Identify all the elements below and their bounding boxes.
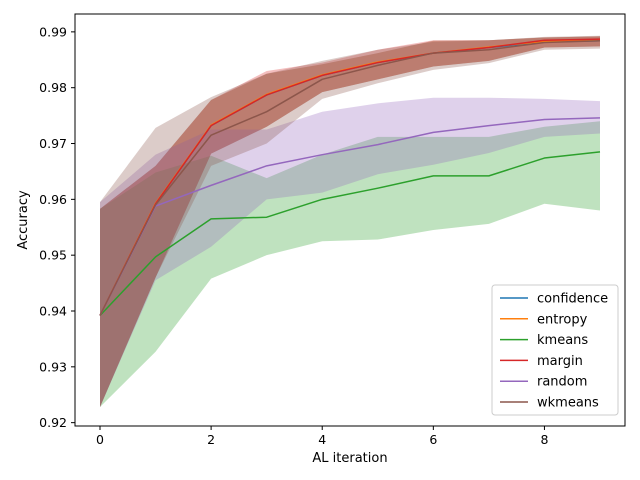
legend-label-wkmeans: wkmeans [537,396,599,411]
legend-label-kmeans: kmeans [537,333,588,348]
y-tick-label: 0.95 [39,248,67,263]
y-tick-label: 0.98 [39,80,67,95]
y-axis-label: Accuracy [16,190,31,250]
x-tick-label: 0 [96,432,104,447]
legend-label-confidence: confidence [537,292,608,307]
band-kmeans [100,121,600,408]
line-kmeans [99,151,601,316]
y-tick-label: 0.97 [39,136,67,151]
x-axis: 0 2 4 6 8 [96,426,548,447]
y-tick-label: 0.93 [39,359,67,374]
x-tick-label: 8 [540,432,548,447]
plot-frame [74,13,626,427]
x-tick-label: 2 [207,432,215,447]
legend: confidence entropy kmeans margin random wkmea… [491,284,619,416]
legend-label-margin: margin [537,354,583,369]
series-lines [99,38,601,316]
legend-label-entropy: entropy [537,312,588,327]
legend-label-random: random [537,375,587,390]
y-tick-label: 0.96 [39,192,67,207]
line-wkmeans [99,40,601,316]
x-tick-label: 4 [318,432,326,447]
line-random [99,117,601,316]
y-tick-label: 0.99 [39,24,67,39]
x-axis-label: AL iteration [312,451,387,466]
x-tick-label: 6 [429,432,437,447]
line-margin [99,38,601,316]
band-random [100,97,600,408]
y-tick-label: 0.92 [39,415,67,430]
legend-box [491,284,619,416]
y-axis: 0.92 0.93 0.94 0.95 0.96 0.97 0.98 0.99 [39,24,75,430]
y-tick-label: 0.94 [39,303,67,318]
